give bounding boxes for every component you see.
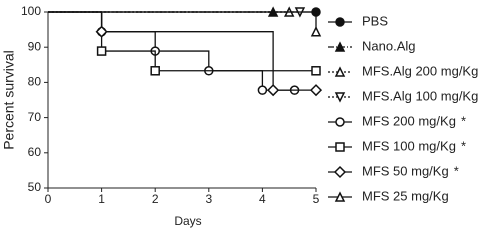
step-line: [48, 11, 103, 32]
marker: [96, 46, 107, 56]
step-line: [101, 31, 156, 52]
y-tick-label: 80: [28, 75, 42, 89]
step-line: [101, 50, 156, 71]
chart: Days Percent survival 50 60 70 80 90 100 0 1 2 3 4…: [1, 4, 479, 228]
y-tick-label: 90: [28, 39, 42, 53]
marker: [334, 191, 346, 202]
legend-label: PBS: [362, 13, 388, 28]
x-tick-label: 1: [98, 192, 105, 206]
marker: [257, 85, 268, 95]
marker: [334, 41, 346, 52]
x-tick-label: 4: [259, 192, 266, 206]
legend-label: MFS 100 mg/Kg: [362, 138, 456, 153]
step-line: [155, 50, 210, 71]
marker: [334, 66, 346, 77]
step-line: [208, 70, 264, 91]
marker: [335, 117, 345, 127]
step-line: [48, 11, 317, 32]
legend-label: MFS.Alg 100 mg/Kg: [362, 88, 478, 103]
legend-label: MFS.Alg 200 mg/Kg: [362, 63, 478, 78]
legend-label: MFS 50 mg/Kg: [362, 163, 449, 178]
legend-label: MFS 200 mg/Kg: [362, 113, 456, 128]
y-tick-label: 100: [21, 4, 41, 18]
marker: [311, 66, 321, 76]
significance-mark: *: [461, 113, 466, 128]
x-tick-label: 0: [45, 192, 52, 206]
significance-mark: *: [461, 138, 466, 153]
x-axis-label: Days: [174, 214, 201, 228]
y-tick-label: 70: [28, 110, 42, 124]
step-line: [48, 11, 103, 52]
marker: [335, 142, 345, 152]
x-tick-label: 2: [152, 192, 159, 206]
y-tick-label: 60: [28, 145, 42, 159]
marker: [150, 66, 160, 76]
marker: [334, 92, 346, 103]
marker: [309, 84, 323, 97]
step-line: [101, 31, 274, 91]
marker: [310, 26, 322, 37]
marker: [333, 165, 347, 179]
y-tick-label: 50: [28, 180, 42, 194]
step-line: [48, 11, 103, 32]
significance-mark: *: [454, 163, 459, 178]
y-axis-label: Percent survival: [1, 50, 17, 150]
x-tick-label: 3: [205, 192, 212, 206]
legend-label: Nano.Alg: [362, 38, 415, 53]
legend-label: MFS 25 mg/Kg: [362, 188, 449, 203]
marker: [95, 25, 108, 38]
marker: [267, 84, 280, 97]
marker: [335, 17, 345, 27]
x-tick-label: 5: [313, 192, 320, 206]
